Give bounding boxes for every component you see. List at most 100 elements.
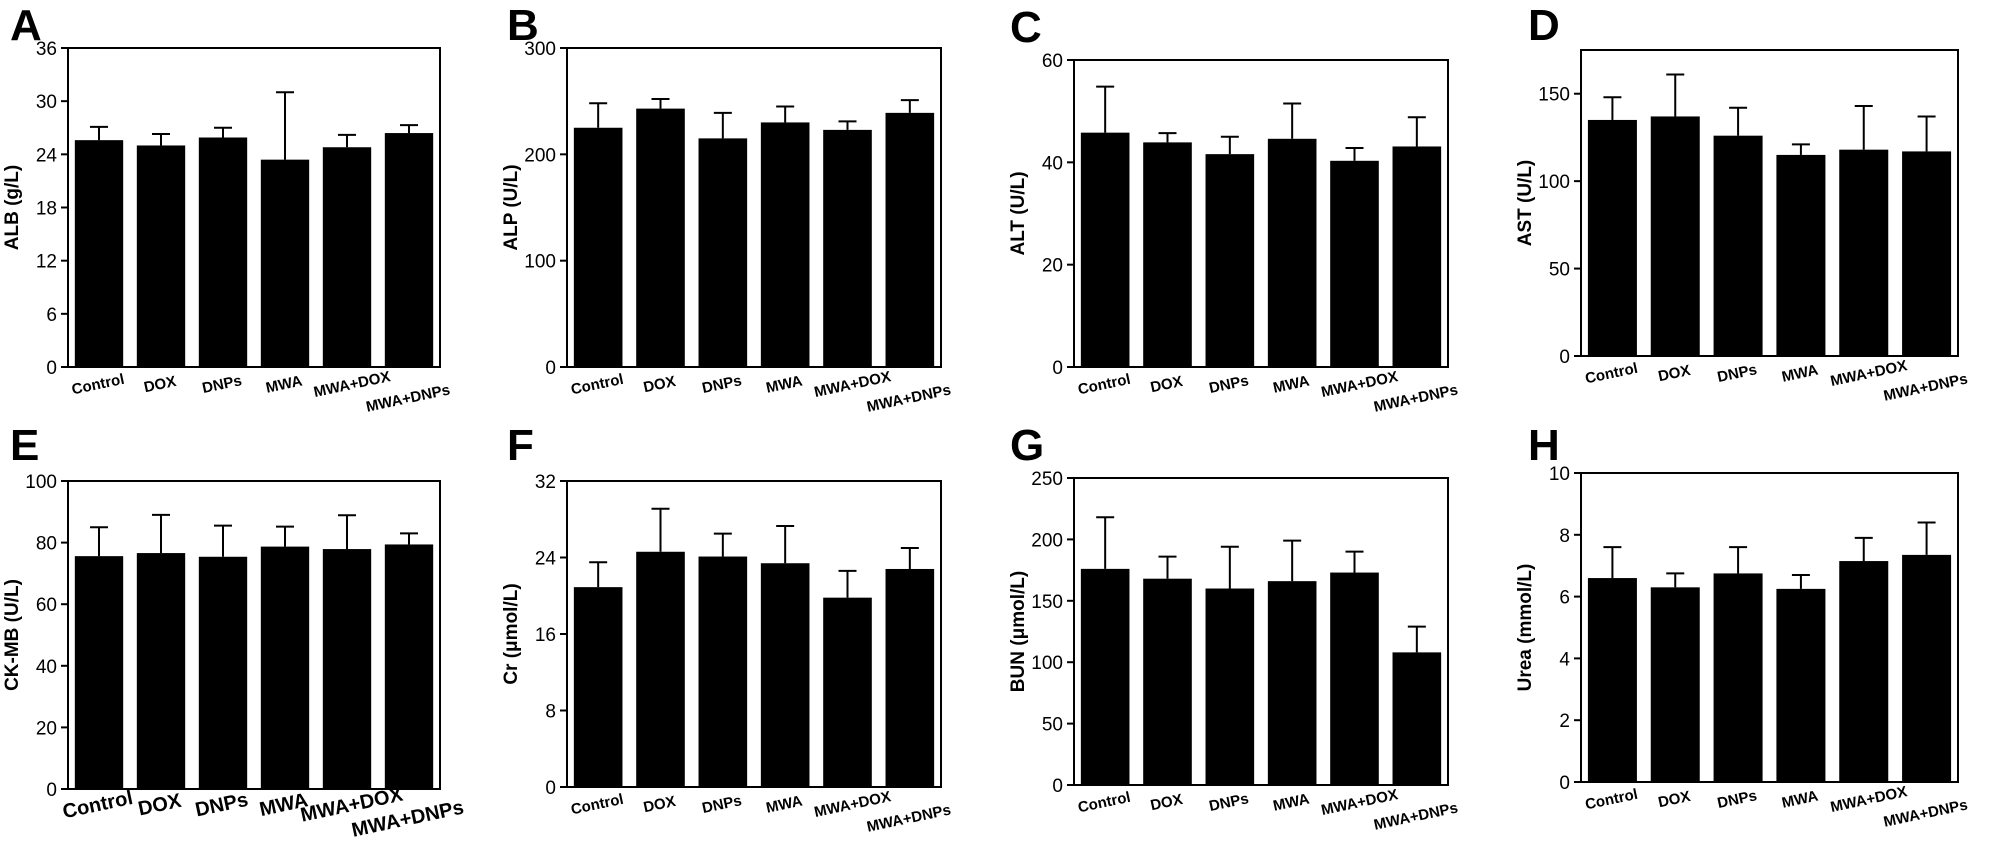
y-axis-label: ALP (U/L) [501, 164, 522, 250]
bar-control [1080, 568, 1130, 785]
y-tick-label: 0 [1052, 776, 1063, 797]
category-label: Control [70, 371, 126, 399]
panel-g: G 0 50 100 150 200 250 BUN (μmol/L) Control DOX DN… [1008, 421, 1459, 834]
y-tick-label: 200 [524, 145, 556, 166]
bar-mwa [1776, 154, 1826, 356]
panel-letter: F [507, 421, 534, 470]
bar-mwa-dox [1330, 160, 1379, 367]
category-label: DOX [642, 373, 677, 396]
y-tick-label: 8 [545, 702, 556, 723]
bar-dnps [1713, 135, 1763, 356]
panel-letter: A [10, 1, 42, 50]
bar-mwa-dnps [1902, 151, 1952, 356]
bar-mwa-dnps [1392, 146, 1442, 367]
y-axis-label: ALT (U/L) [1008, 171, 1029, 255]
y-tick-label: 8 [1559, 526, 1570, 547]
y-tick-label: 200 [1031, 530, 1063, 551]
bar-mwa [1267, 581, 1317, 785]
y-tick-label: 6 [1559, 588, 1570, 609]
bar-control [74, 556, 124, 789]
category-label: Control [569, 791, 625, 819]
plot-frame [566, 47, 942, 368]
bar-mwa-dox [322, 549, 372, 789]
bar-mwa-dnps [384, 133, 434, 367]
y-tick-label: 32 [535, 472, 556, 493]
y-axis-label: Urea (mmol/L) [1515, 564, 1536, 692]
bar-mwa-dox [1330, 572, 1379, 785]
bar-control [1587, 119, 1637, 356]
panel-letter: E [10, 421, 39, 470]
bar-dnps [1205, 588, 1255, 785]
y-tick-label: 60 [1042, 51, 1063, 72]
category-label: DOX [142, 373, 177, 396]
category-label: DOX [1149, 373, 1184, 396]
y-tick-label: 6 [46, 305, 57, 326]
plot-frame [1073, 477, 1449, 786]
bar-mwa-dnps [384, 544, 434, 789]
plot-frame [1580, 49, 1959, 357]
category-label: DNPs [201, 372, 244, 397]
y-axis-label: AST (U/L) [1515, 160, 1536, 247]
bar-mwa-dnps [1392, 652, 1442, 785]
category-label: DNPs [701, 372, 744, 397]
bar-mwa [760, 122, 810, 367]
y-tick-label: 40 [36, 657, 57, 678]
category-label: DNPs [1716, 361, 1759, 386]
category-label: Control [1584, 786, 1640, 814]
y-tick-label: 0 [46, 780, 57, 801]
bar-mwa [760, 563, 810, 787]
y-tick-label: 0 [545, 778, 556, 799]
category-label: DNPs [701, 792, 744, 817]
y-tick-label: 16 [535, 625, 556, 646]
category-label: Control [1584, 360, 1640, 388]
y-axis-label: BUN (μmol/L) [1008, 571, 1029, 692]
category-label: MWA [264, 372, 304, 396]
category-label: DOX [1149, 791, 1184, 814]
y-tick-label: 80 [36, 534, 57, 555]
bar-dox [136, 553, 186, 789]
y-tick-label: 150 [1031, 592, 1063, 613]
y-tick-label: 100 [1538, 172, 1570, 193]
y-tick-label: 50 [1042, 715, 1063, 736]
bar-mwa-dox [1839, 149, 1889, 356]
y-tick-label: 18 [36, 199, 57, 220]
bar-control [1587, 578, 1637, 782]
plot-frame [1580, 472, 1959, 783]
bar-dnps [198, 137, 248, 367]
bar-mwa [1267, 138, 1317, 367]
y-tick-label: 60 [36, 595, 57, 616]
bar-mwa-dox [1839, 561, 1889, 782]
category-label: DOX [642, 793, 677, 816]
bar-mwa-dnps [885, 568, 935, 787]
y-axis-label: ALB (g/L) [2, 165, 23, 250]
bar-mwa [260, 159, 310, 367]
y-tick-label: 0 [545, 358, 556, 379]
y-tick-label: 0 [1559, 773, 1570, 794]
category-label: DOX [136, 790, 184, 821]
y-tick-label: 150 [1538, 85, 1570, 106]
bar-control [1080, 132, 1130, 367]
category-label: DOX [1657, 362, 1692, 385]
y-tick-label: 4 [1559, 649, 1570, 670]
y-tick-label: 250 [1031, 469, 1063, 490]
bar-dox [1650, 587, 1700, 782]
category-label: Control [1076, 789, 1132, 817]
y-tick-label: 20 [36, 718, 57, 739]
category-label: DNPs [1208, 790, 1251, 815]
category-label: MWA [1272, 372, 1312, 396]
panel-letter: C [1010, 3, 1042, 52]
category-label: DNPs [1208, 372, 1251, 397]
category-label: Control [1076, 371, 1132, 399]
y-tick-label: 36 [36, 39, 57, 60]
bar-mwa-dox [823, 129, 872, 367]
category-label: MWA [765, 372, 805, 396]
bar-mwa-dox [322, 147, 372, 367]
category-label: Control [569, 371, 625, 399]
y-tick-label: 24 [535, 549, 557, 570]
y-tick-label: 300 [524, 39, 556, 60]
category-label: DNPs [193, 789, 250, 822]
